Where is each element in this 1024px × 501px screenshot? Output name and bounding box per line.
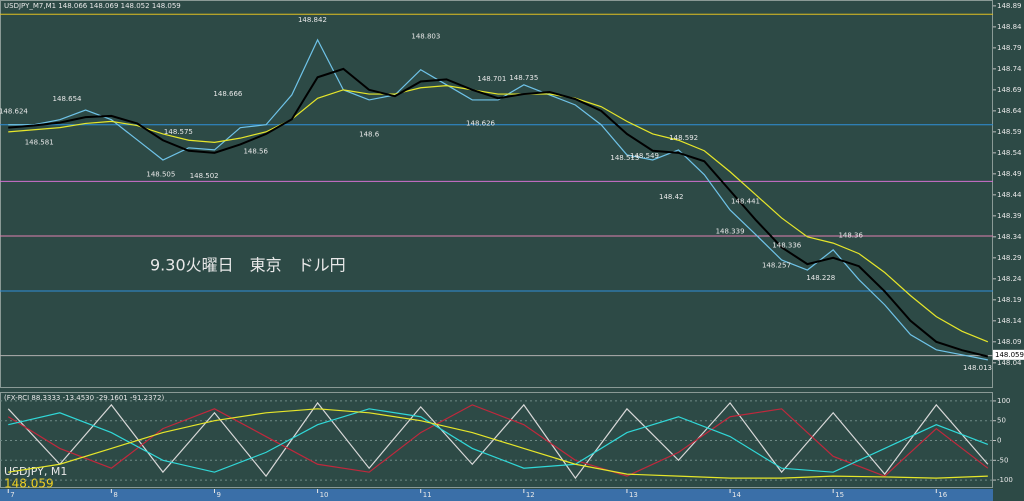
price-label: 148.513 — [610, 154, 639, 162]
price-label: 148.581 — [25, 139, 54, 147]
bottom-price: 148.059 — [4, 477, 54, 491]
y-tick-label: 50 — [997, 417, 1006, 425]
y-tick-label: 148.79 — [997, 44, 1022, 52]
price-label: 148.505 — [146, 171, 175, 179]
price-label: 148.666 — [213, 90, 242, 98]
y-tick-label: 148.04 — [997, 359, 1022, 367]
price-label: 148.502 — [190, 172, 219, 180]
price-label: 148.56 — [243, 147, 268, 155]
y-tick-label: 148.59 — [997, 128, 1022, 136]
y-tick-label: 100 — [997, 397, 1010, 405]
price-label: 148.339 — [716, 227, 745, 235]
price-label: 148.42 — [659, 193, 684, 201]
price-label: 148.36 — [838, 231, 863, 239]
price-label: 148.013 — [963, 364, 992, 372]
x-tick-label: 10 — [320, 491, 329, 499]
price-label: 148.626 — [466, 120, 495, 128]
main-frame — [0, 0, 993, 388]
y-tick-label: 148.74 — [997, 65, 1022, 73]
x-tick-label: 14 — [732, 491, 741, 499]
y-tick-label: 148.84 — [997, 23, 1022, 31]
y-tick-label: -100 — [997, 476, 1013, 484]
price-label: 148.842 — [298, 16, 327, 24]
price-label: 148.228 — [806, 274, 835, 282]
x-tick-label: 9 — [216, 491, 220, 499]
price-label: 148.654 — [53, 95, 82, 103]
y-tick-label: 148.44 — [997, 191, 1022, 199]
y-tick-label: 148.09 — [997, 338, 1022, 346]
price-label: 148.441 — [731, 197, 760, 205]
price-label: 148.624 — [0, 108, 28, 116]
series-line — [8, 408, 988, 479]
series-line — [8, 67, 989, 358]
y-tick-label: 148.14 — [997, 317, 1022, 325]
x-tick-label: 11 — [423, 491, 432, 499]
series-line — [7, 404, 989, 477]
price-label: 148.592 — [669, 134, 698, 142]
time-bar — [0, 489, 993, 501]
y-tick-label: 148.69 — [997, 86, 1022, 94]
x-tick-label: 15 — [835, 491, 844, 499]
price-label: 148.549 — [630, 152, 659, 160]
price-label: 148.336 — [772, 242, 801, 250]
y-tick-label: 148.19 — [997, 296, 1022, 304]
y-tick-label: 148.64 — [997, 107, 1022, 115]
x-tick-label: 12 — [526, 491, 535, 499]
osc-header: (FX-RCI 88.3333 -13.4530 -29.1601 -91.23… — [4, 394, 164, 402]
header: USDJPY_M7,M1 148.066 148.069 148.052 148… — [4, 2, 181, 10]
y-tick-label: 148.39 — [997, 212, 1022, 220]
x-tick-label: 16 — [938, 491, 947, 499]
y-tick-label: 148.49 — [997, 170, 1022, 178]
last-price-box — [993, 349, 1024, 360]
y-tick-label: 148.89 — [997, 2, 1022, 10]
x-tick-label: 7 — [10, 491, 14, 499]
symbol: USDJPY, M1 — [4, 465, 67, 478]
x-tick-label: 13 — [629, 491, 638, 499]
annotation: 9.30火曜日 東京 ドル円 — [150, 256, 346, 275]
x-tick-label: 8 — [113, 491, 117, 499]
y-tick-label: 0 — [997, 437, 1001, 445]
y-tick-label: 148.34 — [997, 233, 1022, 241]
price-label: 148.257 — [762, 262, 791, 270]
y-tick-label: 148.29 — [997, 254, 1022, 262]
y-tick-label: 148.24 — [997, 275, 1022, 283]
price-label: 148.701 — [477, 75, 506, 83]
price-label: 148.803 — [411, 32, 440, 40]
price-label: 148.6 — [359, 131, 380, 139]
y-tick-label: -50 — [997, 456, 1008, 464]
series-line — [8, 85, 989, 343]
price-label: 148.575 — [164, 128, 193, 136]
y-tick-label: 148.54 — [997, 149, 1022, 157]
series-line — [8, 38, 988, 361]
price-label: 148.735 — [509, 74, 538, 82]
series-line — [8, 408, 989, 473]
last-price-label: 148.059 — [995, 351, 1024, 359]
